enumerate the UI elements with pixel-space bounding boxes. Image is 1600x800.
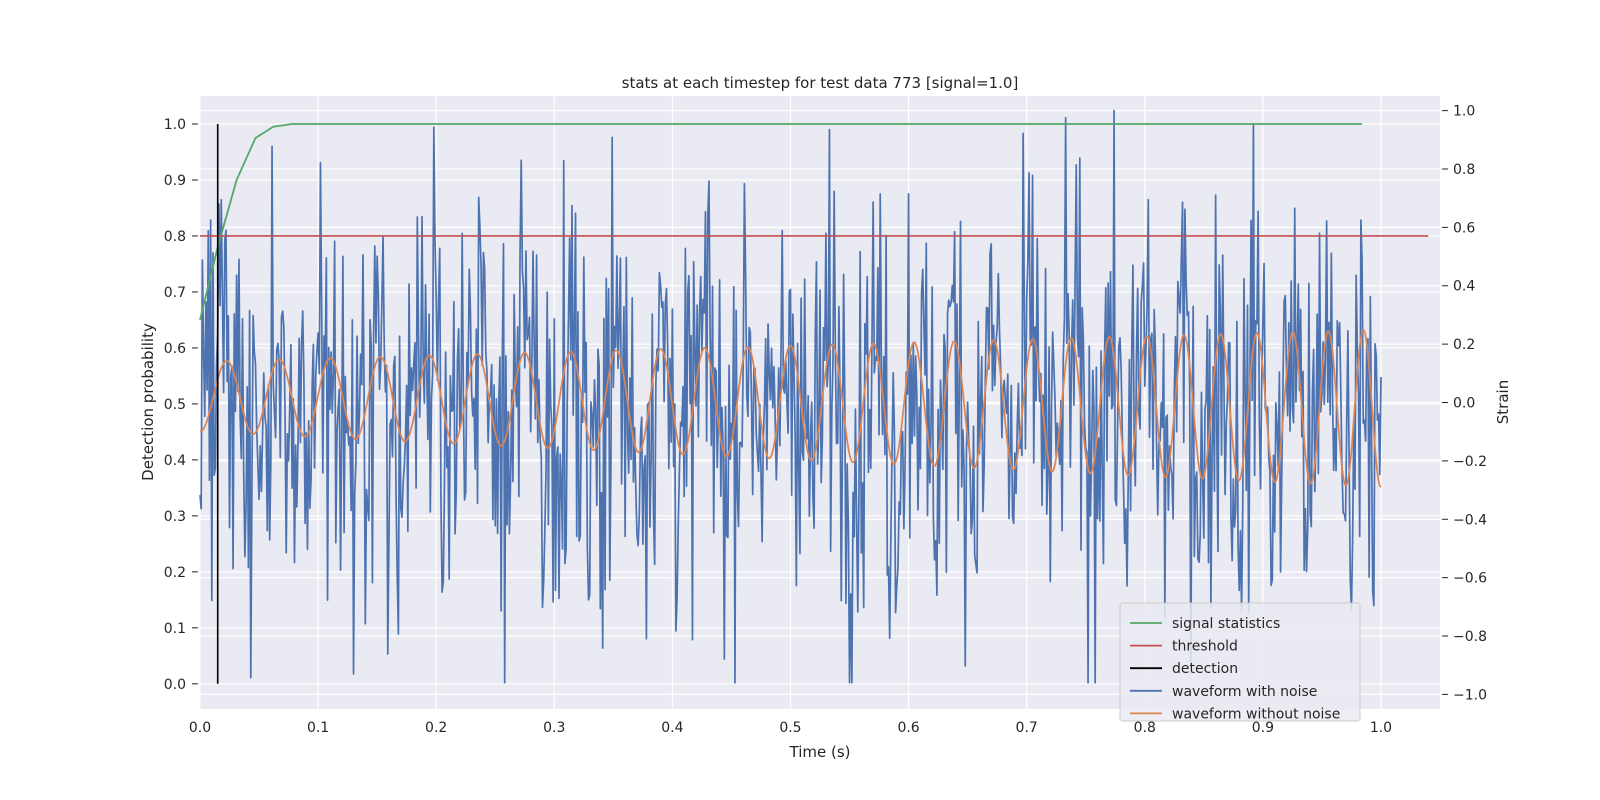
- y-left-tick-label: 0.2: [164, 565, 186, 581]
- y-left-tick-label: 0.9: [164, 173, 186, 189]
- y-left-tick-label: 0.7: [164, 285, 186, 301]
- series-signal-statistics: [199, 123, 1363, 321]
- chart-title: stats at each timestep for test data 773…: [622, 74, 1019, 92]
- y-right-tick-label: −0.8: [1453, 629, 1487, 645]
- series-waveform-without-noise: [199, 329, 1382, 488]
- legend-label: detection: [1172, 661, 1238, 677]
- y-left-tick-label: 0.0: [164, 677, 186, 693]
- y-right-tick-label: 0.2: [1453, 337, 1475, 353]
- y-left-tick-label: 0.8: [164, 229, 186, 245]
- legend-label: waveform with noise: [1172, 684, 1317, 700]
- x-tick-label: 0.7: [1016, 720, 1038, 736]
- x-axis-label: Time (s): [789, 743, 851, 761]
- x-tick-label: 0.2: [425, 720, 447, 736]
- y-left-tick-label: 0.1: [164, 621, 186, 637]
- y-left-tick-label: 0.3: [164, 509, 186, 525]
- x-tick-label: 0.3: [543, 720, 565, 736]
- legend: signal statistics threshold detection wavef…: [1119, 602, 1361, 722]
- y-left-tick-label: 0.4: [164, 453, 186, 469]
- x-tick-label: 0.4: [661, 720, 683, 736]
- series-layer: [199, 109, 1429, 684]
- legend-label: waveform without noise: [1172, 706, 1340, 722]
- x-tick-label: 0.0: [189, 720, 211, 736]
- y-left-tick-label: 0.5: [164, 397, 186, 413]
- y-right-tick-label: 0.4: [1453, 279, 1475, 295]
- y-right-tick-label: −0.2: [1453, 454, 1487, 470]
- y-right-tick-label: 0.8: [1453, 162, 1475, 178]
- x-tick-label: 0.9: [1252, 720, 1274, 736]
- x-tick-label: 0.1: [307, 720, 329, 736]
- legend-box: [1119, 602, 1361, 722]
- y-right-tick-label: −0.4: [1453, 512, 1487, 528]
- legend-label: threshold: [1172, 639, 1238, 655]
- y-left-tick-label: 1.0: [164, 117, 186, 133]
- series-waveform-with-noise: [199, 109, 1382, 684]
- legend-label: signal statistics: [1172, 616, 1280, 632]
- x-tick-label: 0.6: [897, 720, 919, 736]
- x-tick-label: 0.8: [1134, 720, 1156, 736]
- y-right-tick-label: 0.6: [1453, 220, 1475, 236]
- y-axis-left-label: Detection probability: [139, 323, 157, 481]
- y-right-tick-label: −0.6: [1453, 571, 1487, 587]
- axes: 0.0 0.1 0.2 0.3 0.4 0.5 0.6 0.7 0.8 0.9 1.0 0.0 0.1 0…: [164, 104, 1487, 736]
- y-right-tick-label: 0.0: [1453, 396, 1475, 412]
- y-axis-right-label: Strain: [1494, 380, 1512, 424]
- y-right-tick-label: −1.0: [1453, 687, 1487, 703]
- x-tick-label: 1.0: [1370, 720, 1392, 736]
- x-tick-label: 0.5: [779, 720, 801, 736]
- y-right-tick-label: 1.0: [1453, 104, 1475, 120]
- y-left-tick-label: 0.6: [164, 341, 186, 357]
